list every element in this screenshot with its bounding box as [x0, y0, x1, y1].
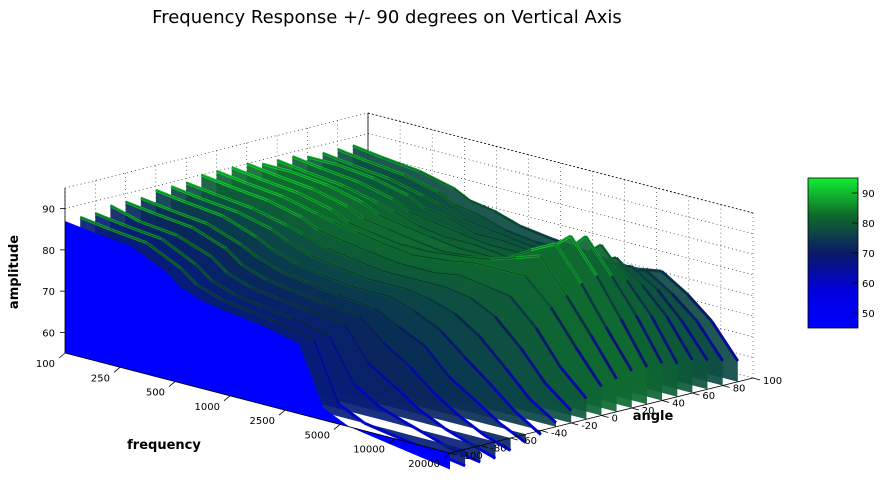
- y-tick: [571, 422, 579, 426]
- y-tick-label: -80: [490, 444, 506, 455]
- z-tick-label: 90: [42, 205, 55, 216]
- x-tick: [113, 366, 121, 373]
- left-wall-gridline: [64, 112, 369, 189]
- y-tick-label: 60: [702, 391, 715, 402]
- x-tick-label: 250: [91, 373, 110, 384]
- colorbar-gradient: [807, 177, 859, 329]
- colorbar-tick-label: 60: [862, 279, 875, 290]
- x-axis-title: frequency: [127, 438, 201, 453]
- series-line: [110, 205, 496, 459]
- y-tick: [722, 385, 730, 388]
- series-line: [80, 217, 466, 467]
- y-tick: [692, 392, 700, 396]
- series-line: [125, 201, 511, 451]
- series-line: [95, 213, 481, 463]
- colorbar-tick-label: 70: [862, 249, 875, 260]
- series-line: [140, 197, 526, 443]
- y-tick-label: -20: [581, 421, 597, 432]
- z-tick-label: 70: [42, 287, 55, 298]
- y-tick: [540, 430, 549, 433]
- z-axis-title: amplitude: [7, 235, 22, 309]
- x-tick-label: 1000: [195, 402, 220, 413]
- series-line: [186, 182, 572, 411]
- x-tick-label: 10000: [353, 445, 385, 456]
- x-tick: [58, 352, 66, 359]
- z-tick-label: 60: [42, 328, 55, 339]
- y-tick-label: 20: [642, 406, 655, 417]
- y-tick-label: 80: [733, 384, 746, 395]
- y-tick-label: 100: [763, 376, 782, 387]
- series-line: [307, 156, 693, 361]
- series-line: [231, 167, 617, 379]
- x-tick-label: 20000: [408, 459, 440, 470]
- series-line: [352, 145, 739, 362]
- y-tick-label: -40: [551, 429, 567, 440]
- series-line: [292, 156, 678, 364]
- series-line: [155, 190, 542, 435]
- x-tick: [333, 424, 341, 430]
- x-tick: [168, 381, 176, 387]
- surface-layer: [65, 144, 740, 470]
- x-tick-label: 500: [146, 388, 165, 399]
- y-tick-label: -100: [460, 451, 483, 462]
- series-line: [171, 186, 557, 423]
- x-tick: [278, 409, 286, 416]
- chart-title: Frequency Response +/- 90 degrees on Ver…: [152, 7, 622, 28]
- colorbar-tick-label: 90: [862, 189, 875, 200]
- colorbar-tick-label: 80: [862, 219, 875, 230]
- colorbar-tick-label: 50: [862, 309, 875, 320]
- x-tick-label: 2500: [250, 416, 275, 427]
- series-line: [246, 163, 633, 372]
- z-tick-label: 80: [42, 246, 55, 257]
- y-axis-title: angle: [633, 409, 674, 424]
- y-tick: [480, 445, 488, 448]
- y-tick-label: -60: [521, 436, 537, 447]
- y-tick-label: 0: [612, 414, 618, 425]
- series-line: [322, 152, 708, 361]
- y-tick: [661, 400, 670, 403]
- y-tick-label: 40: [672, 399, 685, 410]
- front-face: [65, 221, 450, 470]
- x-tick: [223, 395, 231, 402]
- x-tick: [443, 452, 451, 459]
- series-line: [201, 174, 587, 399]
- y-tick: [631, 407, 639, 411]
- series-line: [337, 149, 723, 361]
- series-line: [261, 163, 648, 368]
- axis-layer: 607080901002505001000250050001000020000-…: [36, 188, 782, 470]
- x-tick-label: 5000: [305, 430, 330, 441]
- x-tick: [388, 438, 396, 445]
- series-line: [216, 170, 602, 387]
- colorbar-ticks: 50 60 70 80 90: [852, 189, 875, 320]
- y-tick: [510, 437, 518, 441]
- x-tick-label: 100: [36, 359, 55, 370]
- series-line: [277, 160, 663, 364]
- y-tick: [601, 415, 609, 418]
- x-axis-line: [64, 352, 451, 454]
- y-tick: [449, 452, 458, 456]
- colorbar: 50 60 70 80 90: [807, 177, 875, 329]
- y-tick: [752, 377, 761, 381]
